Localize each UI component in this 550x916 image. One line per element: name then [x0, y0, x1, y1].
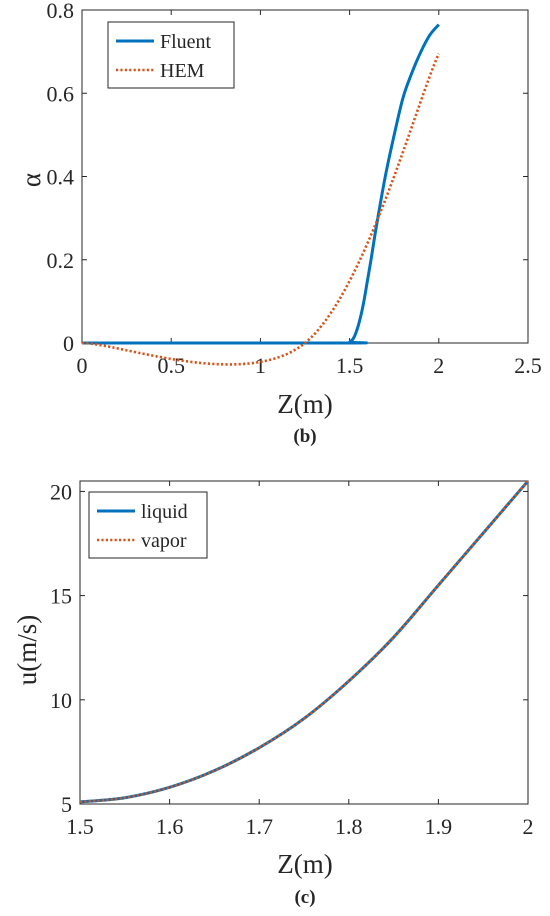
- velocity-chart-xtick-label: 2: [523, 814, 534, 839]
- alpha-chart-ytick-label: 0.4: [47, 165, 75, 190]
- alpha-chart-xtick-label: 0.5: [157, 353, 185, 378]
- velocity-chart-legend: liquid vapor: [88, 491, 208, 559]
- alpha-chart-xtick-label: 0: [77, 353, 88, 378]
- velocity-chart-xtick-label: 1.5: [66, 814, 94, 839]
- alpha-chart-ytick-label: 0.2: [47, 248, 75, 273]
- alpha-chart-legend-label-fluent: Fluent: [160, 31, 212, 53]
- alpha-chart-ytick-label: 0.8: [47, 0, 75, 23]
- alpha-chart-ytick-label: 0.6: [47, 81, 75, 106]
- velocity-chart-ytick-label: 20: [50, 479, 72, 504]
- alpha-chart-legend-label-hem: HEM: [160, 60, 205, 82]
- velocity-chart-caption: (c): [294, 887, 315, 908]
- alpha-chart-xtick-label: 2: [433, 353, 444, 378]
- velocity-chart: Z(m) u(m/s) (c) 1.5 1.6 1.7 1.8 1.9 2 5 10 15 20 l…: [12, 479, 534, 908]
- alpha-chart-legend: Fluent HEM: [107, 21, 235, 89]
- velocity-chart-legend-label-vapor: vapor: [141, 530, 187, 552]
- alpha-chart-ytick-label: 0: [63, 331, 74, 356]
- velocity-chart-xtick-label: 1.8: [335, 814, 363, 839]
- velocity-chart-ytick-label: 10: [50, 688, 72, 713]
- velocity-chart-ytick-label: 5: [61, 792, 72, 817]
- alpha-chart-xtick-label: 1: [255, 353, 266, 378]
- alpha-chart: Z(m) α (b) 0 0.5 1 1.5 2 2.5 0 0.2 0.4 0.6 0.8 Flue…: [16, 0, 542, 447]
- velocity-chart-xtick-label: 1.9: [425, 814, 453, 839]
- velocity-chart-legend-box: [88, 491, 208, 559]
- alpha-chart-xtick-label: 1.5: [336, 353, 364, 378]
- alpha-chart-xtick-label: 2.5: [514, 353, 542, 378]
- velocity-chart-xlabel: Z(m): [277, 849, 332, 879]
- velocity-chart-ytick-label: 15: [50, 584, 72, 609]
- velocity-chart-ylabel: u(m/s): [12, 615, 42, 686]
- alpha-chart-caption: (b): [293, 426, 316, 447]
- alpha-chart-legend-box: [107, 21, 235, 89]
- velocity-chart-plot-frame: [79, 480, 529, 805]
- alpha-chart-series-fluent-line: [81, 23, 440, 345]
- alpha-chart-series-hem-line: [81, 53, 440, 366]
- alpha-chart-ylabel: α: [16, 173, 46, 187]
- velocity-chart-xtick-label: 1.7: [245, 814, 273, 839]
- velocity-chart-legend-label-liquid: liquid: [141, 501, 188, 523]
- velocity-chart-series-vapor-line: [79, 480, 529, 804]
- velocity-chart-xtick-label: 1.6: [156, 814, 184, 839]
- alpha-chart-xlabel: Z(m): [277, 389, 332, 419]
